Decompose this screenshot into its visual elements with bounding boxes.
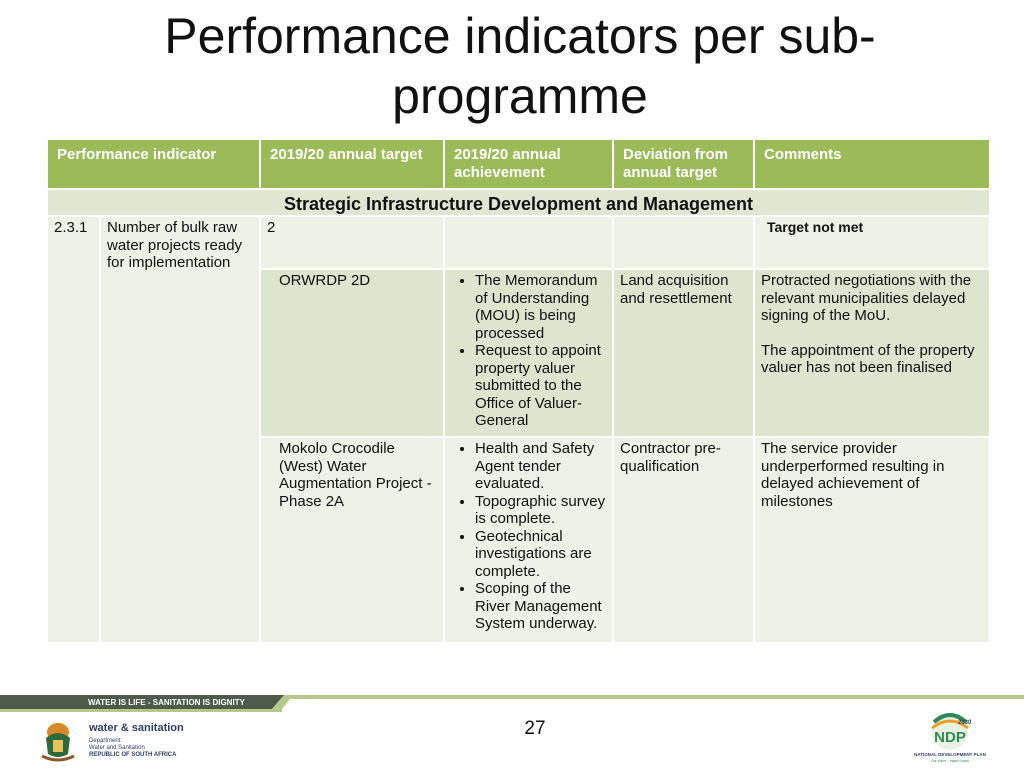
comment-text: Protracted negotiations with the relevan… bbox=[753, 268, 991, 438]
table-row: ORWRDP 2D The Memorandum of Understandin… bbox=[47, 268, 991, 438]
coat-of-arms-icon bbox=[41, 723, 75, 762]
dept-line: Department: bbox=[89, 738, 123, 744]
ndp-tagline: Our future - make it work bbox=[931, 759, 970, 763]
ndp-logo-icon: 2030 NDP NATIONAL DEVELOPMENT PLAN Our f… bbox=[914, 713, 986, 763]
achievement-list: Health and Safety Agent tender evaluated… bbox=[443, 436, 614, 644]
header-comments: Comments bbox=[753, 138, 991, 190]
dept-name: water & sanitation bbox=[89, 722, 184, 734]
project-name: Mokolo Crocodile (West) Water Augmentati… bbox=[259, 436, 445, 644]
dept-lines: Department: Water and Sanitation REPUBLI… bbox=[89, 738, 176, 759]
section-row: Strategic Infrastructure Development and… bbox=[46, 188, 991, 217]
dept-line: Water and Sanitation bbox=[89, 745, 145, 751]
table-header-row: Performance indicator 2019/20 annual tar… bbox=[46, 138, 991, 190]
achievement-item: The Memorandum of Understanding (MOU) is… bbox=[475, 272, 606, 342]
deviation-text: Contractor pre-qualification bbox=[612, 436, 755, 644]
table-row: Mokolo Crocodile (West) Water Augmentati… bbox=[47, 436, 991, 644]
header-performance-indicator: Performance indicator bbox=[46, 138, 261, 190]
achievement-list: The Memorandum of Understanding (MOU) is… bbox=[443, 268, 614, 438]
indicator-number: 2.3.1 bbox=[46, 215, 101, 644]
slide-title: Performance indicators per sub-programme bbox=[164, 8, 876, 124]
annual-target: 2 bbox=[259, 215, 445, 270]
achievement-item: Geotechnical investigations are complete… bbox=[475, 528, 606, 581]
header-deviation: Deviation from annual target bbox=[612, 138, 755, 190]
achievement-item: Topographic survey is complete. bbox=[475, 493, 606, 528]
comment-paragraph: Protracted negotiations with the relevan… bbox=[761, 272, 972, 324]
section-title: Strategic Infrastructure Development and… bbox=[46, 188, 991, 217]
achievement-item: Health and Safety Agent tender evaluated… bbox=[475, 440, 606, 493]
deviation-empty bbox=[612, 215, 755, 270]
target-status-comment: Target not met bbox=[753, 215, 991, 270]
header-annual-achievement: 2019/20 annual achievement bbox=[443, 138, 614, 190]
comment-paragraph: The appointment of the property valuer h… bbox=[761, 341, 975, 377]
performance-table: Performance indicator 2019/20 annual tar… bbox=[46, 138, 991, 644]
footer-banner-text: WATER IS LIFE - SANITATION IS DIGNITY bbox=[88, 698, 246, 707]
footer-banner: WATER IS LIFE - SANITATION IS DIGNITY bbox=[0, 695, 1024, 712]
table-row: 2.3.1 Number of bulk raw water projects … bbox=[46, 215, 991, 644]
achievement-item: Request to appoint property valuer submi… bbox=[475, 342, 606, 430]
page-number: 27 bbox=[524, 718, 546, 739]
achievement-item: Scoping of the River Management System u… bbox=[475, 580, 606, 633]
header-annual-target: 2019/20 annual target bbox=[259, 138, 445, 190]
ndp-abbr: NDP bbox=[934, 729, 966, 746]
project-name: ORWRDP 2D bbox=[259, 268, 445, 438]
indicator-name: Number of bulk raw water projects ready … bbox=[99, 215, 261, 644]
dept-line: REPUBLIC OF SOUTH AFRICA bbox=[89, 752, 177, 758]
comment-text: The service provider underperformed resu… bbox=[753, 436, 991, 644]
annual-achievement-empty bbox=[443, 215, 614, 270]
deviation-text: Land acquisition and resettlement bbox=[612, 268, 755, 438]
ndp-name: NATIONAL DEVELOPMENT PLAN bbox=[914, 752, 986, 757]
ndp-year: 2030 bbox=[958, 720, 972, 726]
